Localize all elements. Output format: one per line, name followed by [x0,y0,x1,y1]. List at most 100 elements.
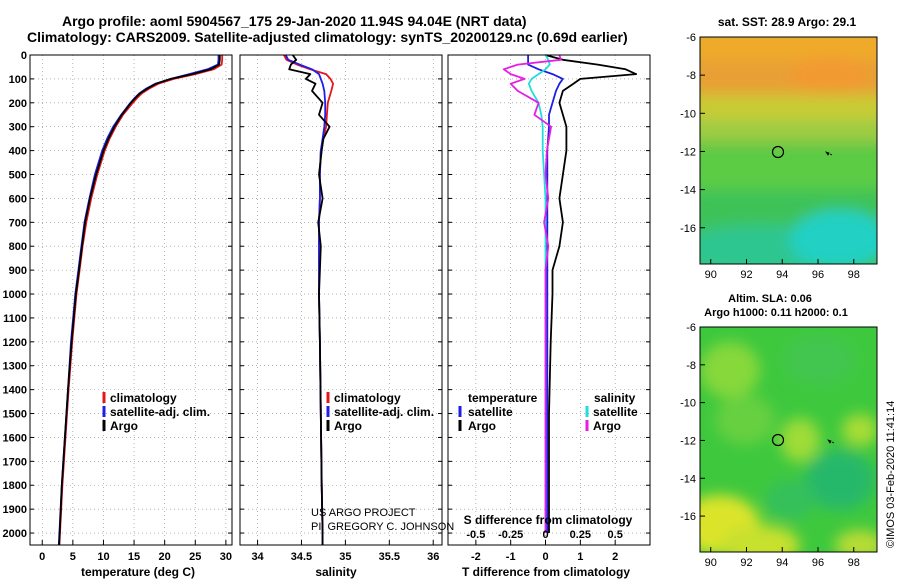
legend-salinity-title: salinity [594,391,636,405]
map-y-tick-label: -6 [686,322,696,334]
map-x-tick-label: 96 [812,269,824,281]
map-x-tick-label: 98 [848,557,860,569]
sla-map-argo-marker [771,433,785,447]
sst-map-field [700,37,877,264]
sst-map-panel: sat. SST: 28.9 Argo: 29.1 90 92 94 96 98 -6 -8… [680,15,878,281]
depth-tick-label: 1400 [3,385,27,397]
map-x-tick-label: 94 [776,557,788,569]
depth-tick-label: 1100 [3,313,27,325]
map-x-tick-label: 96 [812,557,824,569]
difference-s-ticks: -0.5 -0.25 0 0.25 0.5 [466,529,622,541]
s-tick-label: 0 [542,529,548,541]
difference-frame [447,54,651,546]
map-x-tick-label: 90 [705,269,717,281]
difference-legend-salinity: salinity satellite Argo [585,391,638,433]
series-line-argo [288,54,331,545]
copyright-stamp: ©IMOS 03-Feb-2020 11:41:14 [885,401,897,548]
legend-temperature-argo: Argo [468,419,496,433]
x-tick-label: 20 [159,551,171,563]
salinity-lines [283,54,335,545]
temperature-x-label: temperature (deg C) [81,565,195,579]
x-tick-label: 2 [612,551,618,563]
map-y-tick-label: -16 [680,511,696,523]
x-tick-label: 10 [97,551,109,563]
temperature-x-ticks: 0 5 10 15 20 25 30 [39,551,232,563]
map-x-tick-label: 90 [705,557,717,569]
map-x-tick-label: 92 [740,269,752,281]
series-line-salinity-argo [502,54,562,533]
difference-s-label: S difference from climatology [464,513,633,527]
salinity-frame [239,54,443,546]
depth-tick-label: 600 [9,193,27,205]
x-tick-label: -1 [506,551,516,563]
map-y-tick-label: -6 [686,32,696,44]
map-x-tick-label: 92 [740,557,752,569]
s-tick-label: 0.25 [570,529,591,541]
sla-map-field [700,327,877,552]
map-y-tick-label: -12 [680,435,696,447]
legend-temperature-title: temperature [468,391,538,405]
salinity-legend-argo: Argo [334,419,362,433]
depth-tick-label: 100 [9,74,27,86]
salinity-legend: climatology satellite-adj. clim. Argo [326,391,434,433]
legend-salinity-satellite: satellite [593,405,638,419]
depth-tick-label: 800 [9,241,27,253]
depth-tick-label: 1000 [3,289,27,301]
sst-map-ticks: 90 92 94 96 98 -6 -8 -10 -12 -14 -16 [680,32,860,281]
x-tick-label: 30 [220,551,232,563]
salinity-panel: 34 34.5 35 35.5 36 salinity climatology sate… [239,54,454,579]
depth-tick-label: 1700 [3,456,27,468]
x-tick-label: 15 [128,551,140,563]
x-tick-label: 1 [577,551,583,563]
x-tick-label: 35 [339,551,351,563]
difference-panel: -2 -1 0 1 2 -0.5 -0.25 0 0.25 0.5 T difference f… [447,54,651,579]
depth-tick-label: 900 [9,265,27,277]
series-line-climatology [58,55,224,546]
temperature-grid [30,54,232,545]
map-y-tick-label: -8 [686,70,696,82]
x-tick-label: 0 [542,551,548,563]
temperature-legend-argo: Argo [110,419,138,433]
depth-tick-label: 1300 [3,361,27,373]
temperature-legend-climatology: climatology [110,391,177,405]
map-y-tick-label: -8 [686,360,696,372]
legend-salinity-argo: Argo [593,419,621,433]
salinity-grid [240,54,442,545]
depth-tick-label: 300 [9,122,27,134]
depth-tick-label: 500 [9,170,27,182]
salinity-x-label: salinity [315,565,357,579]
depth-tick-label: 1800 [3,480,27,492]
sla-map-panel: Altim. SLA: 0.06 Argo h1000: 0.11 h2000:… [680,293,878,569]
sla-map-title1: Altim. SLA: 0.06 [728,293,812,305]
map-x-tick-label: 94 [776,269,788,281]
x-tick-label: 34.5 [291,551,312,563]
sst-map-argo-marker [771,145,785,159]
depth-axis: 0 100 200 300 400 500 600 700 800 900 1000 1100 1200… [3,50,27,540]
salinity-legend-climatology: climatology [334,391,401,405]
x-tick-label: 34 [251,551,264,563]
salinity-legend-satellite: satellite-adj. clim. [334,405,434,419]
difference-lines [502,54,637,533]
depth-tick-label: 1500 [3,409,27,421]
series-line-climatology [283,54,335,545]
figure-title-line2: Climatology: CARS2009. Satellite-adjuste… [27,29,628,45]
map-y-tick-label: -12 [680,146,696,158]
map-y-tick-label: -14 [680,473,696,485]
map-y-tick-label: -14 [680,185,696,197]
series-line-argo [58,55,221,546]
depth-tick-label: 200 [9,98,27,110]
x-tick-label: 0 [39,551,45,563]
x-tick-label: 35.5 [379,551,400,563]
temperature-frame [29,54,233,546]
pi-credit: PI: GREGORY C. JOHNSON [311,521,454,533]
map-x-tick-label: 98 [848,269,860,281]
series-line-satellite-adj-clim- [57,55,220,546]
difference-x-label: T difference from climatology [462,565,630,579]
salinity-x-ticks: 34 34.5 35 35.5 36 [251,551,439,563]
sst-map-frame [699,36,878,265]
temperature-lines [57,55,224,546]
depth-tick-label: 1600 [3,432,27,444]
map-y-tick-label: -10 [680,398,696,410]
temperature-panel: 0 5 10 15 20 25 30 temperature (deg C) climato… [29,54,233,579]
